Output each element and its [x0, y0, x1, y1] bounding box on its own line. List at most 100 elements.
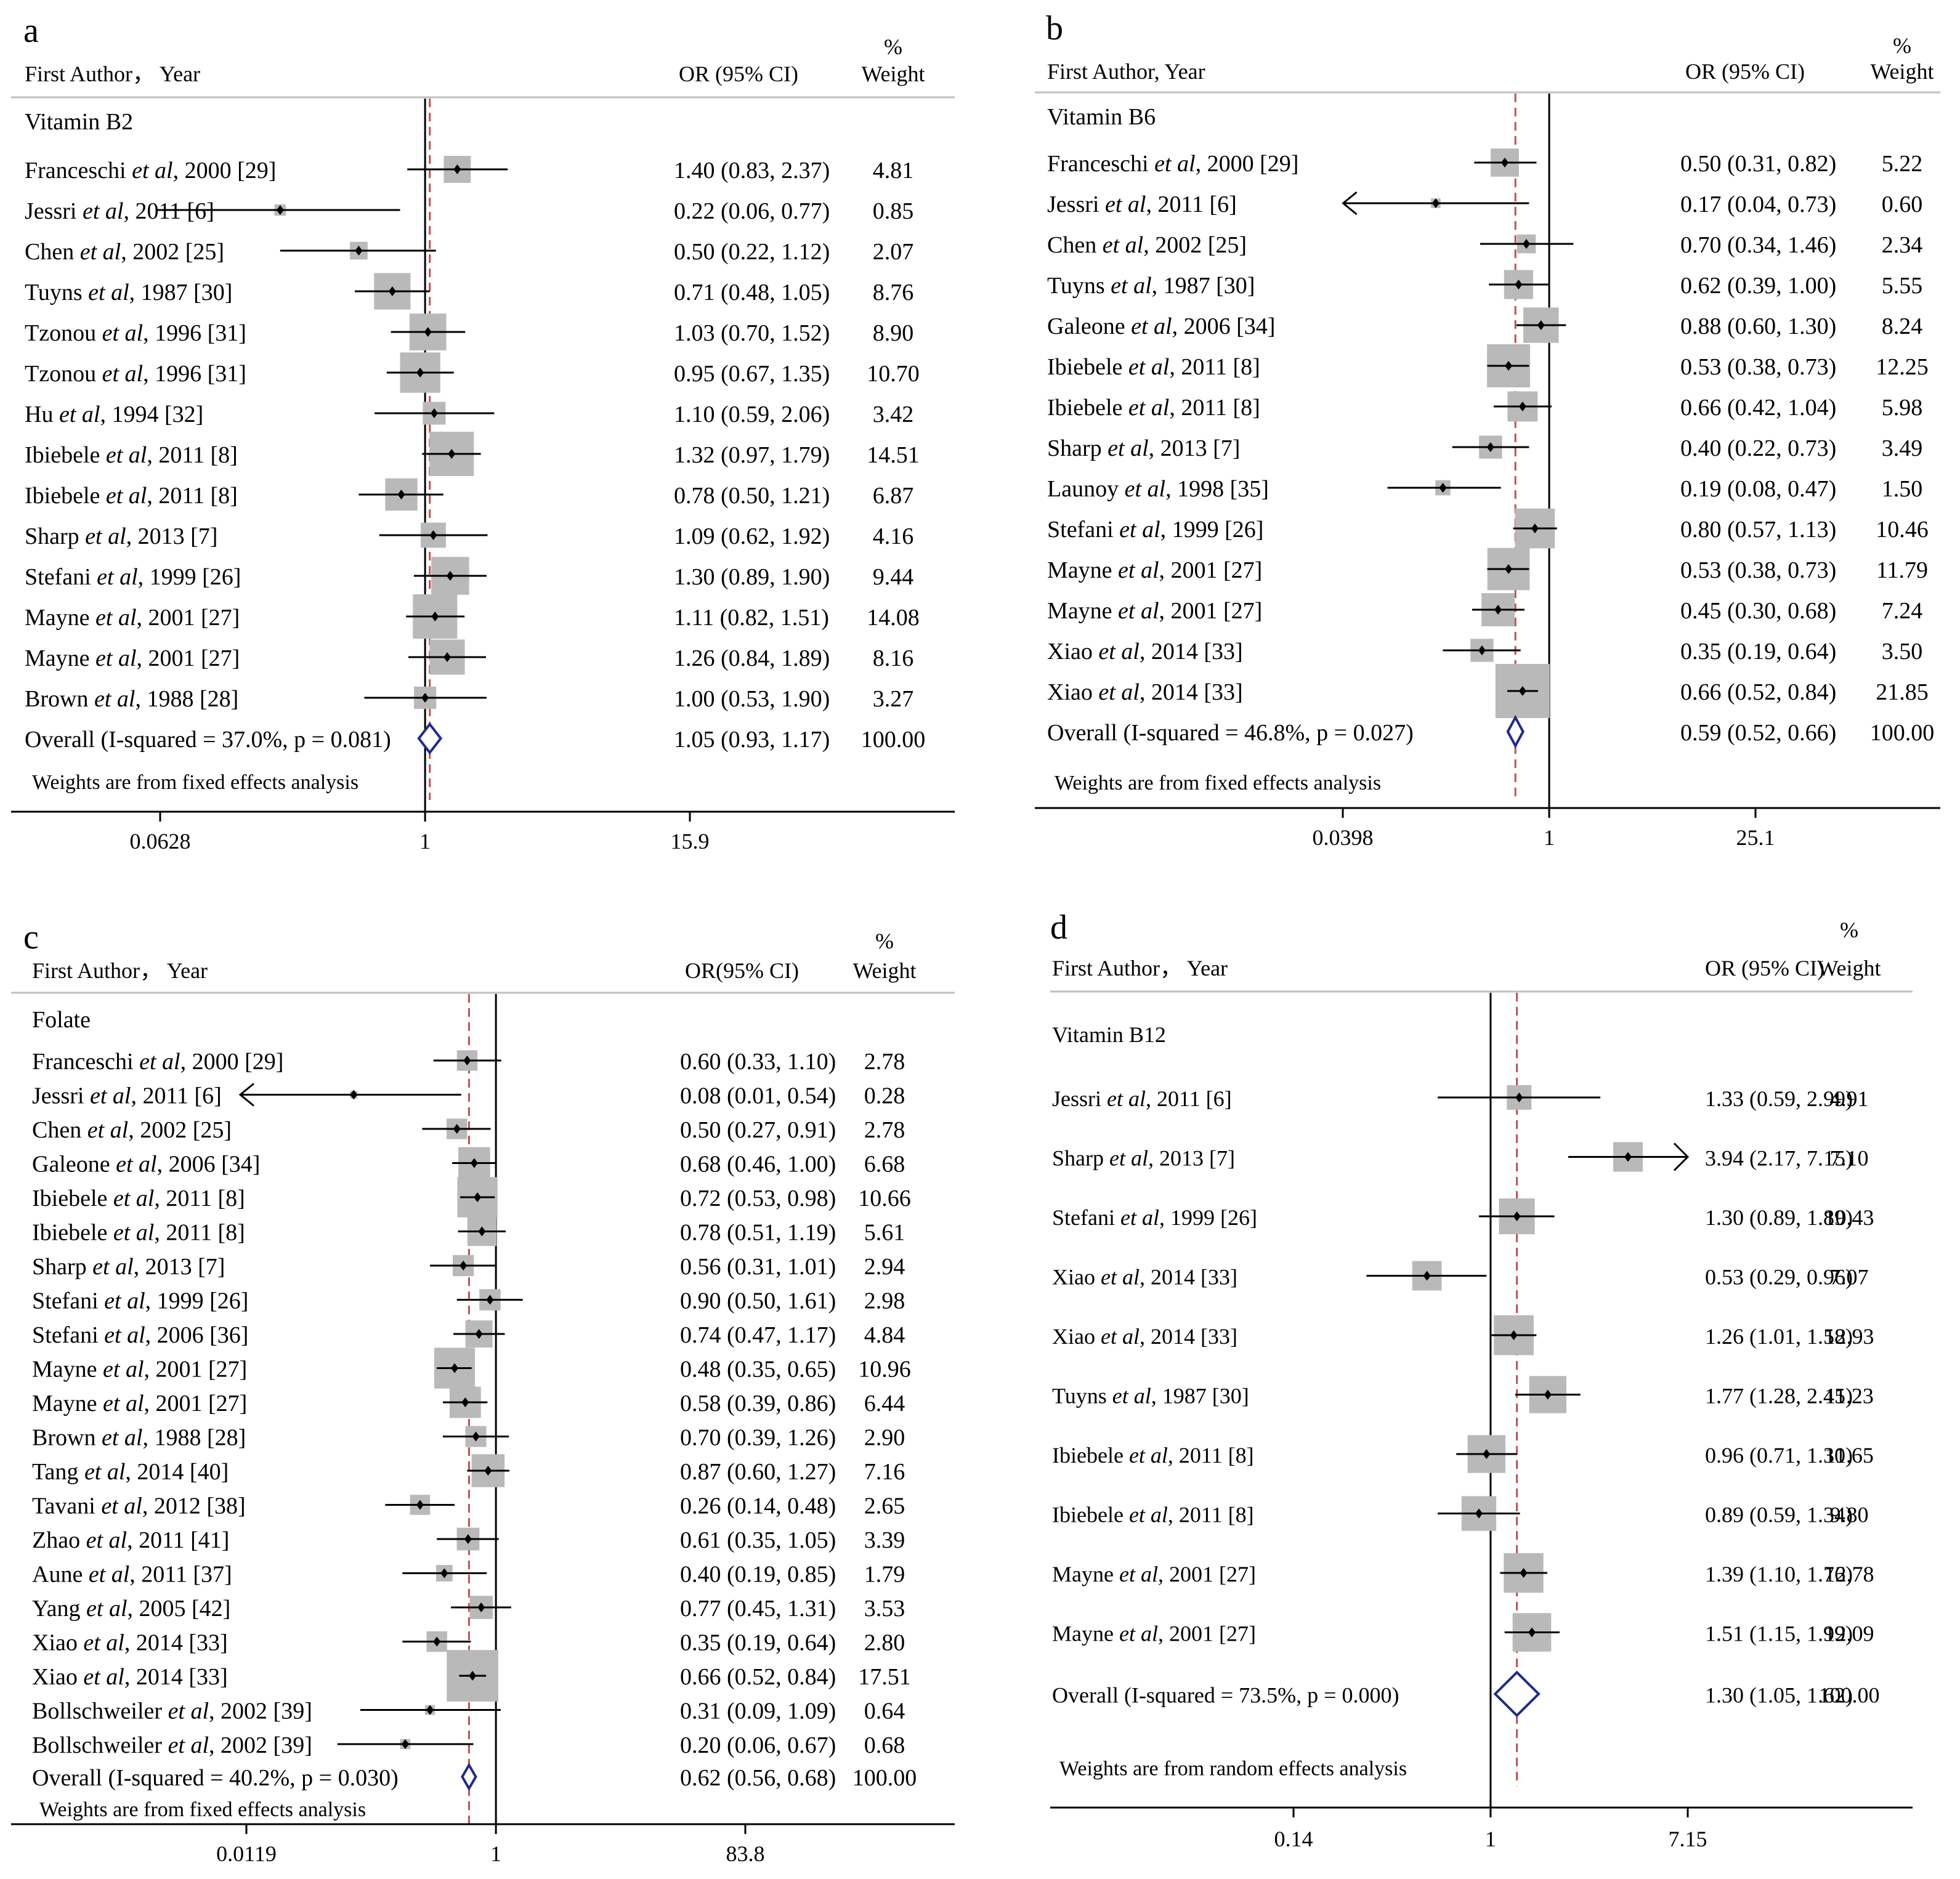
study-author-etal: et al [1101, 1265, 1140, 1290]
study-reference: [27] [1219, 1562, 1256, 1586]
study-or-ci: 0.66 (0.52, 0.84) [1680, 679, 1836, 705]
ci-arrow-left [1342, 191, 1358, 216]
point-estimate [430, 408, 438, 418]
study-reference: [29] [1260, 151, 1298, 177]
study-row: Tuyns et al, 1987 [30] 0.71 (0.48, 1.05) 8… [25, 273, 913, 310]
study-weight: 4.81 [873, 158, 914, 184]
point-estimate [475, 1329, 483, 1339]
study-row: Mayne et al, 2001 [27] 0.45 (0.30, 0.68) 7… [1047, 593, 1922, 626]
study-author-etal: et al [1107, 1086, 1146, 1111]
point-estimate [1515, 1093, 1523, 1102]
study-or-ci: 0.89 (0.59, 1.34) [1705, 1503, 1853, 1527]
study-weight: 8.24 [1882, 313, 1923, 339]
study-row: Franceschi et al, 2000 [29] 0.60 (0.33, 1… [32, 1049, 905, 1075]
study-author-etal: et al [97, 564, 137, 590]
study-author-year: , 2006 [145, 1322, 210, 1348]
study-author-etal: et al [59, 402, 100, 427]
point-estimate [355, 246, 363, 256]
point-estimate [453, 1124, 461, 1134]
study-author: Galeone et al, 2006 [34] [1047, 313, 1275, 339]
point-estimate [1423, 1271, 1431, 1281]
overall-weight: 100.00 [861, 727, 926, 753]
study-row: Xiao et al, 2014 [33] 1.26 (1.01, 1.58)12… [1052, 1315, 1874, 1356]
study-row: Launoy et al, 1998 [35] 0.19 (0.08, 0.47)… [1047, 476, 1922, 502]
point-estimate [1501, 158, 1509, 168]
study-author-year: , 2014 [124, 1664, 189, 1690]
study-author-etal: et al [116, 1152, 156, 1178]
study-weight: 2.94 [864, 1254, 905, 1280]
study-reference: [27] [1223, 598, 1262, 624]
study-author-name: Ibiebele [1047, 395, 1128, 421]
header-or-ci: OR (95% CI) [679, 62, 798, 86]
study-author-year: , 1999 [1160, 517, 1225, 543]
weights-note: Weights are from fixed effects analysis [1055, 772, 1381, 794]
point-estimate [1518, 686, 1526, 696]
study-or-ci: 0.80 (0.57, 1.13) [1680, 517, 1836, 543]
study-row: Sharp et al, 2013 [7] 3.94 (2.17, 7.15)7.… [1052, 1142, 1869, 1172]
study-weight: 14.08 [867, 605, 920, 631]
point-estimate [469, 1671, 477, 1681]
point-estimate [1486, 442, 1494, 452]
x-tick-label: 1 [1544, 825, 1555, 850]
study-reference: [32] [164, 402, 203, 427]
point-estimate [478, 1226, 486, 1237]
study-reference: [31] [208, 361, 246, 387]
study-author-year: , 2001 [1159, 598, 1224, 624]
study-or-ci: 0.74 (0.47, 1.17) [680, 1322, 836, 1348]
study-weight: 2.78 [864, 1049, 905, 1075]
study-author-etal: et al [102, 320, 143, 346]
study-reference: [41] [190, 1527, 229, 1553]
point-estimate [1432, 198, 1440, 208]
study-weight: 21.85 [1876, 679, 1929, 705]
study-or-ci: 1.33 (0.59, 2.99) [1705, 1086, 1853, 1111]
study-or-ci: 0.48 (0.35, 0.65) [680, 1357, 836, 1383]
study-author-name: Xiao [32, 1664, 83, 1690]
study-author-name: Ibiebele [25, 442, 106, 468]
overall-label: Overall (I-squared = 37.0%, p = 0.081) [25, 727, 391, 753]
study-reference: [28] [200, 686, 238, 712]
study-author-year: , 2000 [180, 1049, 245, 1075]
study-reference: [7] [190, 523, 217, 549]
x-tick-label: 7.15 [1669, 1827, 1707, 1851]
study-author-name: Chen [1047, 232, 1103, 258]
study-or-ci: 0.70 (0.34, 1.46) [1680, 232, 1836, 258]
study-row: Tang et al, 2014 [40] 0.87 (0.60, 1.27) 7.… [32, 1454, 905, 1487]
study-row: Ibiebele et al, 2011 [8] 0.78 (0.51, 1.19… [32, 1216, 905, 1247]
forest-panel-a: a % First Author， Year OR (95% CI) Weight Vit… [11, 12, 955, 854]
study-author: Jessri et al, 2011 [6] [1052, 1086, 1232, 1111]
study-weight: 2.90 [864, 1425, 905, 1451]
study-weight: 6.68 [864, 1152, 905, 1178]
study-author-year: , 2011 [123, 198, 187, 224]
x-tick-label: 15.9 [671, 829, 710, 854]
study-or-ci: 0.53 (0.38, 0.73) [1680, 354, 1836, 380]
study-or-ci: 0.26 (0.14, 0.48) [680, 1493, 836, 1519]
study-row: Zhao et al, 2011 [41] 0.61 (0.35, 1.05) 3.… [32, 1527, 905, 1553]
study-or-ci: 1.00 (0.53, 1.90) [674, 686, 830, 712]
study-author-name: Mayne [1047, 598, 1118, 624]
study-author-name: Jessri [1052, 1086, 1107, 1111]
x-tick-label: 83.8 [726, 1841, 765, 1866]
study-author-year: , 1987 [1151, 1384, 1212, 1408]
study-author: Hu et al, 1994 [32] [25, 402, 203, 427]
study-author-name: Bollschweiler [32, 1732, 168, 1758]
study-author-etal: et al [83, 1630, 124, 1656]
study-author-year: , 2011 [131, 1083, 194, 1109]
study-reference: [36] [209, 1322, 248, 1348]
study-author-etal: et al [94, 686, 135, 712]
study-weight: 3.53 [864, 1596, 905, 1622]
point-estimate [1483, 1449, 1491, 1459]
study-reference: [7] [1213, 435, 1240, 461]
point-estimate [1475, 1508, 1483, 1519]
study-author-year: , 2011 [1168, 1503, 1228, 1527]
study-author-etal: et al [139, 1049, 180, 1075]
study-author-name: Ibiebele [25, 483, 106, 509]
study-author-year: , 2002 [128, 1117, 193, 1143]
point-estimate [1439, 483, 1447, 493]
study-author-name: Stefani [25, 564, 97, 590]
study-author-name: Xiao [1052, 1265, 1101, 1290]
header-author-year: First Author, Year [1047, 59, 1205, 84]
study-author: Franceschi et al, 2000 [29] [1047, 151, 1298, 177]
study-row: Ibiebele et al, 2011 [8] 0.66 (0.42, 1.04… [1047, 391, 1922, 422]
study-reference: [7] [198, 1254, 225, 1280]
point-estimate [397, 490, 405, 499]
